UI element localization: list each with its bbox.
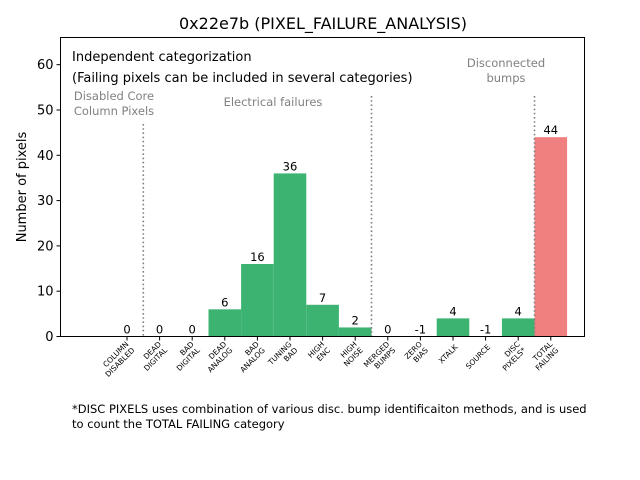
y-tick-label: 10 (37, 285, 54, 300)
annotation-note-line1: Independent categorization (72, 50, 252, 65)
bar-value-label: 0 (189, 323, 196, 337)
y-tick-label: 50 (37, 103, 54, 118)
bar-value-label: 4 (515, 304, 522, 318)
bar-value-label: -1 (415, 323, 426, 337)
separators-group (142, 96, 536, 337)
group-label-disconnected-line1: Disconnected (467, 56, 545, 70)
bar-value-label: -1 (480, 323, 491, 337)
bar-value-label: 7 (319, 291, 326, 305)
annotation-note-line2: (Failing pixels can be included in sever… (72, 71, 413, 86)
chart-title: 0x22e7b (PIXEL_FAILURE_ANALYSIS) (179, 14, 467, 34)
y-axis: 0 10 20 30 40 50 60 (37, 58, 61, 345)
bar-high-enc (306, 304, 339, 337)
bar-value-label: 0 (384, 323, 391, 337)
footnote-line1: *DISC PIXELS uses combination of various… (72, 402, 587, 416)
bar-disc-pixels (501, 318, 535, 337)
group-label-disabled-line1: Disabled Core (74, 89, 154, 103)
bar-value-label: 0 (123, 323, 130, 337)
y-axis-label: Number of pixels (15, 131, 30, 242)
bar-value-label: 44 (543, 123, 558, 137)
bar-value-label: 36 (283, 159, 298, 173)
group-label-disabled-line2: Column Pixels (74, 104, 154, 118)
bar-value-label: 6 (221, 295, 228, 309)
bar-value-label: 2 (352, 313, 359, 327)
x-tick-label-line: XTALK (437, 342, 461, 366)
y-tick-label: 40 (37, 149, 54, 164)
y-tick-label: 20 (37, 239, 54, 254)
bar-xtalk (436, 318, 470, 337)
bar-tuning-bad (273, 173, 307, 337)
footnote-line2: to count the TOTAL FAILING category (72, 417, 285, 431)
bar-value-label: 0 (156, 323, 163, 337)
bar-bad-analog (241, 264, 274, 337)
x-tick-label: XTALK (437, 342, 461, 366)
group-label-electrical: Electrical failures (224, 95, 323, 109)
y-tick-label: 60 (37, 58, 54, 73)
group-label-disconnected-line2: bumps (486, 71, 525, 85)
bar-value-label: 16 (250, 250, 265, 264)
y-tick-label: 30 (37, 194, 54, 209)
y-tick-label: 0 (45, 330, 53, 345)
bar-dead-analog (208, 309, 242, 337)
bar-total-failing (534, 137, 568, 337)
bar-value-label: 4 (449, 304, 456, 318)
x-tick-label: SOURCE (464, 342, 492, 370)
bars-group (208, 137, 568, 337)
x-tick-label-line: SOURCE (464, 342, 492, 370)
bar-high-noise (338, 327, 372, 337)
